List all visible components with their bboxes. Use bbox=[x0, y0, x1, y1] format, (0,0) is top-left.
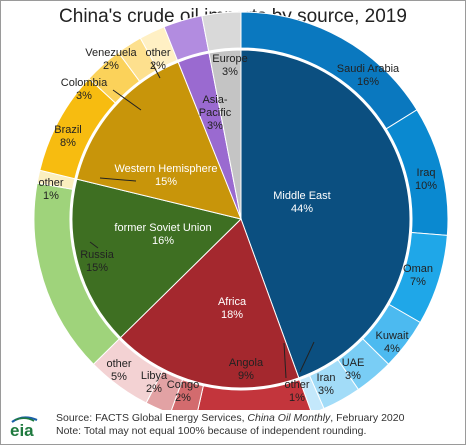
western-hemisphere-label-line: Western Hemisphere bbox=[114, 163, 217, 175]
angola-label-line: Angola bbox=[229, 357, 264, 369]
asia-pacific-label: Asia-Pacific 3% bbox=[199, 94, 232, 132]
leader-line bbox=[89, 241, 99, 249]
libya-label-line: Libya bbox=[141, 370, 168, 382]
russia-label: Russia 15% bbox=[80, 249, 115, 274]
asia-pacific-label-line: Pacific bbox=[199, 107, 232, 119]
uae-label-line: 3% bbox=[345, 370, 361, 382]
middle-east-label-line: Middle East bbox=[273, 190, 330, 202]
iraq-label-line: Iraq bbox=[417, 167, 436, 179]
saudi-arabia-label-line: Saudi Arabia bbox=[337, 63, 400, 75]
inner-pie bbox=[71, 49, 411, 389]
saudi-arabia-label-line: 16% bbox=[357, 76, 379, 88]
africa-label-line: 18% bbox=[221, 309, 243, 321]
middle-east-slice bbox=[240, 49, 411, 379]
asia-pacific-label-line: Asia- bbox=[202, 94, 227, 106]
venezuela-label-line: Venezuela bbox=[85, 47, 137, 59]
russia-label-line: 15% bbox=[86, 262, 108, 274]
saudi-arabia-label: Saudi Arabia 16% bbox=[337, 63, 400, 88]
libya-label-line: 2% bbox=[146, 383, 162, 395]
oman-label-line: Oman bbox=[403, 263, 433, 275]
other-western-hemisphere-label-line: 1% bbox=[43, 190, 59, 202]
africa-label-line: Africa bbox=[218, 296, 247, 308]
colombia-label: Colombia 3% bbox=[61, 77, 108, 102]
leader-line bbox=[151, 62, 161, 79]
other-middle-east-label-line: 1% bbox=[289, 392, 305, 404]
iran-label: Iran 3% bbox=[317, 372, 336, 397]
colombia-label-line: Colombia bbox=[61, 77, 108, 89]
oman-label-line: 7% bbox=[410, 276, 426, 288]
other-africa-label: other 5% bbox=[106, 358, 131, 383]
brazil-label-line: 8% bbox=[60, 137, 76, 149]
venezuela-label-line: 2% bbox=[103, 60, 119, 72]
angola-label: Angola 9% bbox=[229, 357, 264, 382]
leader-line bbox=[299, 341, 315, 373]
former-soviet-union-label-line: former Soviet Union bbox=[114, 222, 211, 234]
source-prefix: Source: FACTS Global Energy Services, bbox=[56, 412, 245, 424]
kuwait-label-line: Kuwait bbox=[375, 330, 408, 342]
other-africa-label-line: other bbox=[106, 358, 131, 370]
western-hemisphere-label: Western Hemisphere 15% bbox=[114, 163, 217, 188]
asia-pacific-label-line: 3% bbox=[207, 120, 223, 132]
middle-east-label: Middle East 44% bbox=[273, 190, 330, 215]
venezuela-label: Venezuela 2% bbox=[85, 47, 137, 72]
angola-label-line: 9% bbox=[238, 370, 254, 382]
logo-text: eia bbox=[10, 421, 34, 440]
source-note: Source: FACTS Global Energy Services, Ch… bbox=[56, 412, 404, 424]
congo-label-line: 2% bbox=[175, 392, 191, 404]
other-middle-east-label-line: other bbox=[284, 379, 309, 391]
leader-line bbox=[283, 342, 287, 379]
europe-slice bbox=[201, 11, 242, 52]
other-africa-label-line: 5% bbox=[111, 371, 127, 383]
brazil-label: Brazil 8% bbox=[54, 124, 82, 149]
leader-lines bbox=[89, 62, 315, 379]
iraq-label-line: 10% bbox=[415, 180, 437, 192]
logo-arc-accent-icon bbox=[14, 417, 35, 422]
other-western-hemisphere-2-label-line: other bbox=[145, 47, 170, 59]
kuwait-label-line: 4% bbox=[384, 343, 400, 355]
former-soviet-union-slice bbox=[71, 178, 242, 339]
rounding-note: Note: Total may not equal 100% because o… bbox=[56, 425, 367, 437]
donut-chart: Middle East 44% Africa 18% former Soviet Uni… bbox=[33, 11, 449, 410]
other-western-hemisphere-label-line: other bbox=[38, 177, 63, 189]
source-publication: China Oil Monthly bbox=[247, 412, 331, 424]
leader-line bbox=[99, 177, 137, 182]
middle-east-label-line: 44% bbox=[291, 203, 313, 215]
iraq-label: Iraq 10% bbox=[415, 167, 437, 192]
former-soviet-union-label-line: 16% bbox=[152, 235, 174, 247]
slice-labels: Middle East 44% Africa 18% former Soviet Uni… bbox=[38, 47, 437, 404]
europe-label: Europe 3% bbox=[212, 53, 247, 78]
other-western-hemisphere-2-label: other 2% bbox=[145, 47, 170, 72]
other-middle-east-label: other 1% bbox=[284, 379, 309, 404]
leader-line bbox=[112, 89, 142, 111]
africa-slice bbox=[119, 218, 300, 389]
europe-slice bbox=[208, 49, 242, 220]
oman-label: Oman 7% bbox=[403, 263, 433, 288]
congo-label-line: Congo bbox=[167, 379, 199, 391]
source-suffix: , February 2020 bbox=[330, 412, 405, 424]
western-hemisphere-label-line: 15% bbox=[155, 176, 177, 188]
iran-label-line: 3% bbox=[318, 385, 334, 397]
europe-label-line: 3% bbox=[222, 66, 238, 78]
outer-ring bbox=[33, 11, 449, 410]
kuwait-label: Kuwait 4% bbox=[375, 330, 408, 355]
congo-label: Congo 2% bbox=[167, 379, 199, 404]
colombia-label-line: 3% bbox=[76, 90, 92, 102]
brazil-label-line: Brazil bbox=[54, 124, 82, 136]
russia-label-line: Russia bbox=[80, 249, 115, 261]
eia-logo: eia bbox=[10, 416, 38, 440]
former-soviet-union-label: former Soviet Union 16% bbox=[114, 222, 211, 247]
europe-label-line: Europe bbox=[212, 53, 247, 65]
other-western-hemisphere-label: other 1% bbox=[38, 177, 63, 202]
uae-label-line: UAE bbox=[342, 357, 365, 369]
other-western-hemisphere-2-label-line: 2% bbox=[150, 60, 166, 72]
uae-label: UAE 3% bbox=[342, 357, 365, 382]
africa-label: Africa 18% bbox=[218, 296, 247, 321]
iran-label-line: Iran bbox=[317, 372, 336, 384]
libya-label: Libya 2% bbox=[141, 370, 168, 395]
